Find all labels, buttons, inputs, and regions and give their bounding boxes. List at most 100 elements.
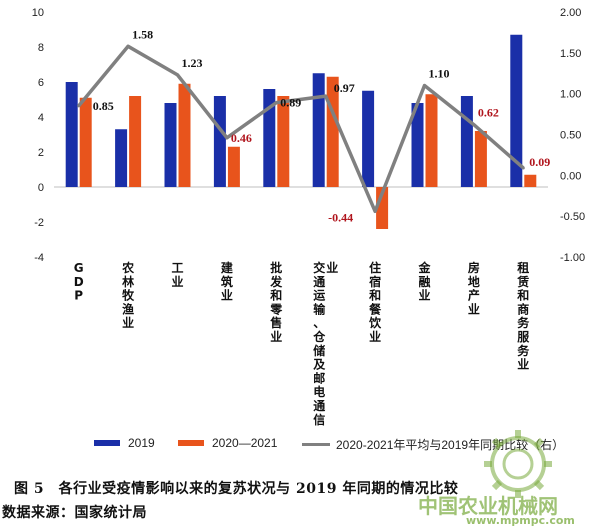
category-label-char: 地 — [468, 274, 480, 289]
category-label-char: 业 — [326, 260, 338, 275]
category-label-char: 电 — [313, 384, 325, 399]
category-label-char: 和 — [269, 288, 282, 303]
category-label-char: 和 — [516, 288, 529, 303]
line-point — [126, 44, 130, 48]
category-label-char: 业 — [418, 288, 430, 303]
data-label: 0.89 — [280, 96, 301, 110]
chart: -4 -2 0 2 4 6 8 10 -1.00 -0.50 0.00 0.50 1.00 1.50 2.0… — [32, 7, 585, 427]
watermark-url: www.mpmpc.com — [466, 514, 575, 527]
bar-2020—2021-GDP — [79, 97, 92, 187]
left-axis-tick-label: -2 — [34, 217, 44, 229]
left-axis-tick-label: 10 — [32, 7, 44, 19]
legend: 2019 2020—2021 2020-2021年平均与2019年同期比较（右） — [0, 432, 600, 456]
watermark-text: 中国农业机械网 — [418, 494, 558, 518]
category-label-char: 运 — [313, 289, 325, 303]
data-label: 0.97 — [334, 81, 355, 95]
bar-2020—2021-批发和零售业 — [277, 96, 290, 187]
data-label: 1.10 — [429, 67, 450, 81]
category-label-char: 、 — [313, 316, 325, 330]
category-label-char: 业 — [221, 288, 233, 303]
data-label: 0.46 — [231, 131, 252, 145]
category-label-char: 邮 — [313, 370, 325, 385]
line-point — [472, 123, 476, 127]
category-label-char: 商 — [517, 301, 529, 316]
series-line-average — [77, 44, 525, 214]
category-label-char: 业 — [270, 329, 282, 344]
category-label-char: 业 — [122, 315, 134, 330]
data-label: 0.85 — [93, 99, 114, 113]
category-label-char: 通 — [313, 274, 325, 289]
category-label-char: 务 — [517, 343, 530, 358]
category-label-char: 宿 — [369, 274, 381, 289]
data-label: 1.58 — [132, 27, 153, 41]
right-axis-tick-label: -1.00 — [560, 252, 585, 264]
category-label-char: 通 — [313, 398, 325, 413]
bar-2020—2021-工业 — [178, 83, 191, 187]
category-label-char: 储 — [313, 343, 325, 358]
left-axis-tick-label: 8 — [38, 42, 44, 54]
category-label-char: 仓 — [312, 329, 326, 344]
category-label-char: 租 — [517, 261, 529, 275]
bar-2019-农林牧渔业 — [115, 129, 128, 187]
legend-swatch-2020-2021 — [178, 440, 204, 446]
line-point — [274, 101, 278, 105]
data-label: 1.23 — [182, 56, 203, 70]
legend-label-2020-2021: 2020—2021 — [212, 436, 278, 450]
category-label-char: 售 — [270, 315, 282, 330]
category-label-char: 赁 — [516, 274, 529, 289]
line-point — [77, 104, 81, 108]
bar-2020—2021-金融业 — [425, 94, 438, 187]
bar-2019-租赁和商务服务业 — [510, 34, 523, 187]
category-label-char: 牧 — [122, 288, 135, 303]
category-label-char: 业 — [171, 274, 183, 289]
right-axis-tick-label: 0.50 — [560, 130, 581, 142]
category-label-char: D — [74, 275, 84, 289]
line-point — [324, 94, 328, 98]
data-label: 0.62 — [478, 106, 499, 120]
right-axis-tick-label: 2.00 — [560, 7, 581, 19]
category-label-char: 餐 — [369, 301, 382, 316]
category-label-char: 和 — [368, 288, 381, 303]
bar-2019-房地产业 — [460, 96, 473, 187]
bar-2020—2021-房地产业 — [474, 131, 487, 187]
category-label-char: 渔 — [122, 301, 134, 316]
legend-swatch-line — [302, 443, 330, 446]
category-label-char: 融 — [418, 274, 430, 289]
bar-2019-建筑业 — [213, 96, 226, 187]
category-label-char: 金 — [417, 260, 431, 275]
category-label-char: 林 — [122, 274, 134, 289]
bar-2019-GDP — [65, 82, 78, 187]
legend-swatch-2019 — [94, 440, 120, 446]
left-axis-tick-label: 0 — [38, 182, 44, 194]
category-label-char: 务 — [517, 315, 530, 330]
category-label-char: 业 — [369, 329, 381, 344]
category-label-char: 建 — [220, 260, 234, 275]
category-label-char: P — [74, 289, 83, 303]
right-axis-tick-label: 0.00 — [560, 170, 581, 182]
category-label-char: G — [74, 261, 84, 275]
bar-2019-批发和零售业 — [263, 89, 276, 187]
left-axis-tick-label: -4 — [34, 252, 44, 264]
left-axis-tick-label: 4 — [38, 112, 44, 124]
legend-item-2019: 2019 — [94, 436, 155, 450]
category-label-char: 零 — [269, 302, 283, 316]
category-label-char: 筑 — [221, 274, 233, 289]
category-label-char: 业 — [517, 357, 529, 372]
bar-2020—2021-租赁和商务服务业 — [524, 174, 537, 187]
bar-2020—2021-建筑业 — [227, 146, 240, 187]
left-axis-tick-label: 6 — [38, 77, 44, 89]
watermark-logo — [484, 430, 552, 498]
legend-item-2020-2021: 2020—2021 — [178, 436, 277, 450]
right-axis-tick-label: -0.50 — [560, 211, 585, 223]
left-axis-tick-label: 2 — [38, 147, 44, 159]
category-label-char: 业 — [468, 301, 480, 316]
category-label-char: 产 — [468, 288, 480, 303]
right-axis-tick-label: 1.00 — [560, 89, 581, 101]
right-axis-tick-label: 1.50 — [560, 48, 581, 60]
category-label-char: 工 — [171, 261, 183, 275]
category-label-char: 发 — [269, 274, 283, 289]
data-label: 0.09 — [529, 155, 550, 169]
legend-label-2019: 2019 — [128, 436, 155, 450]
data-source: 数据来源：国家统计局 — [2, 505, 147, 521]
data-label: -0.44 — [328, 210, 353, 224]
